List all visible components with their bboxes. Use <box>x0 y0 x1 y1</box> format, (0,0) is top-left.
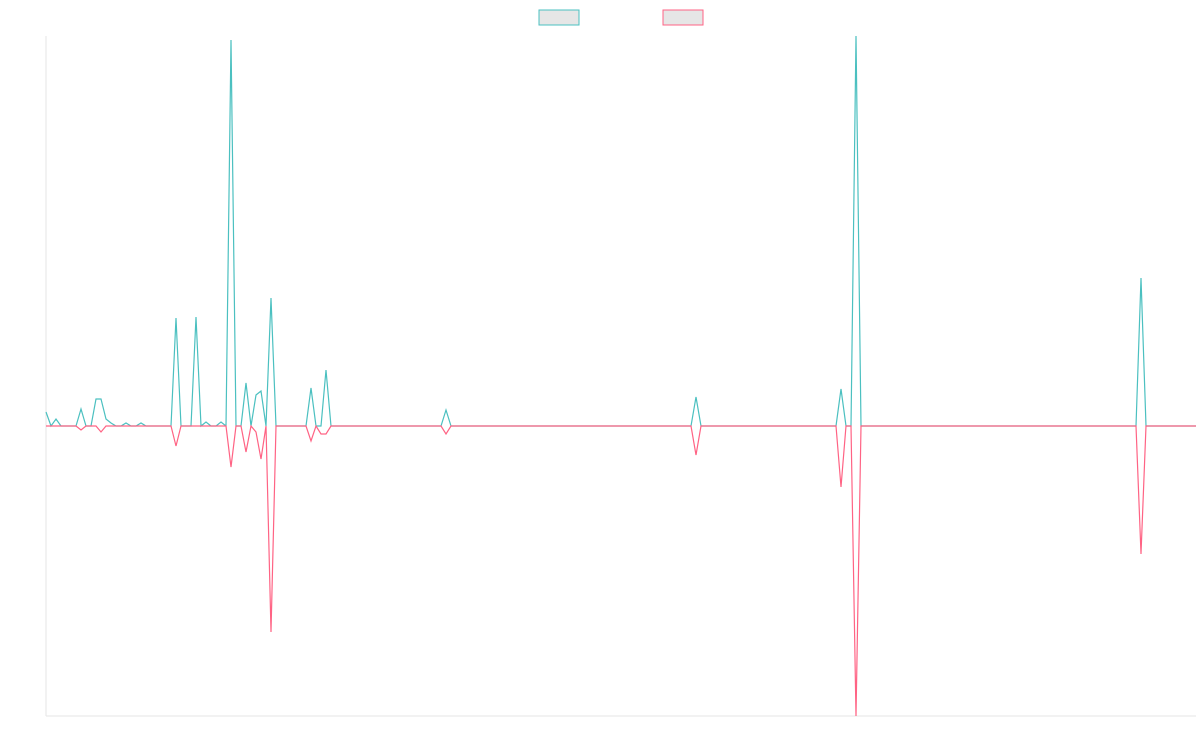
legend-swatch <box>662 9 704 26</box>
legend <box>538 9 704 26</box>
legend-swatch <box>538 9 580 26</box>
plot-area <box>45 35 1196 717</box>
series-line <box>45 35 1196 428</box>
series-line <box>46 424 1196 717</box>
